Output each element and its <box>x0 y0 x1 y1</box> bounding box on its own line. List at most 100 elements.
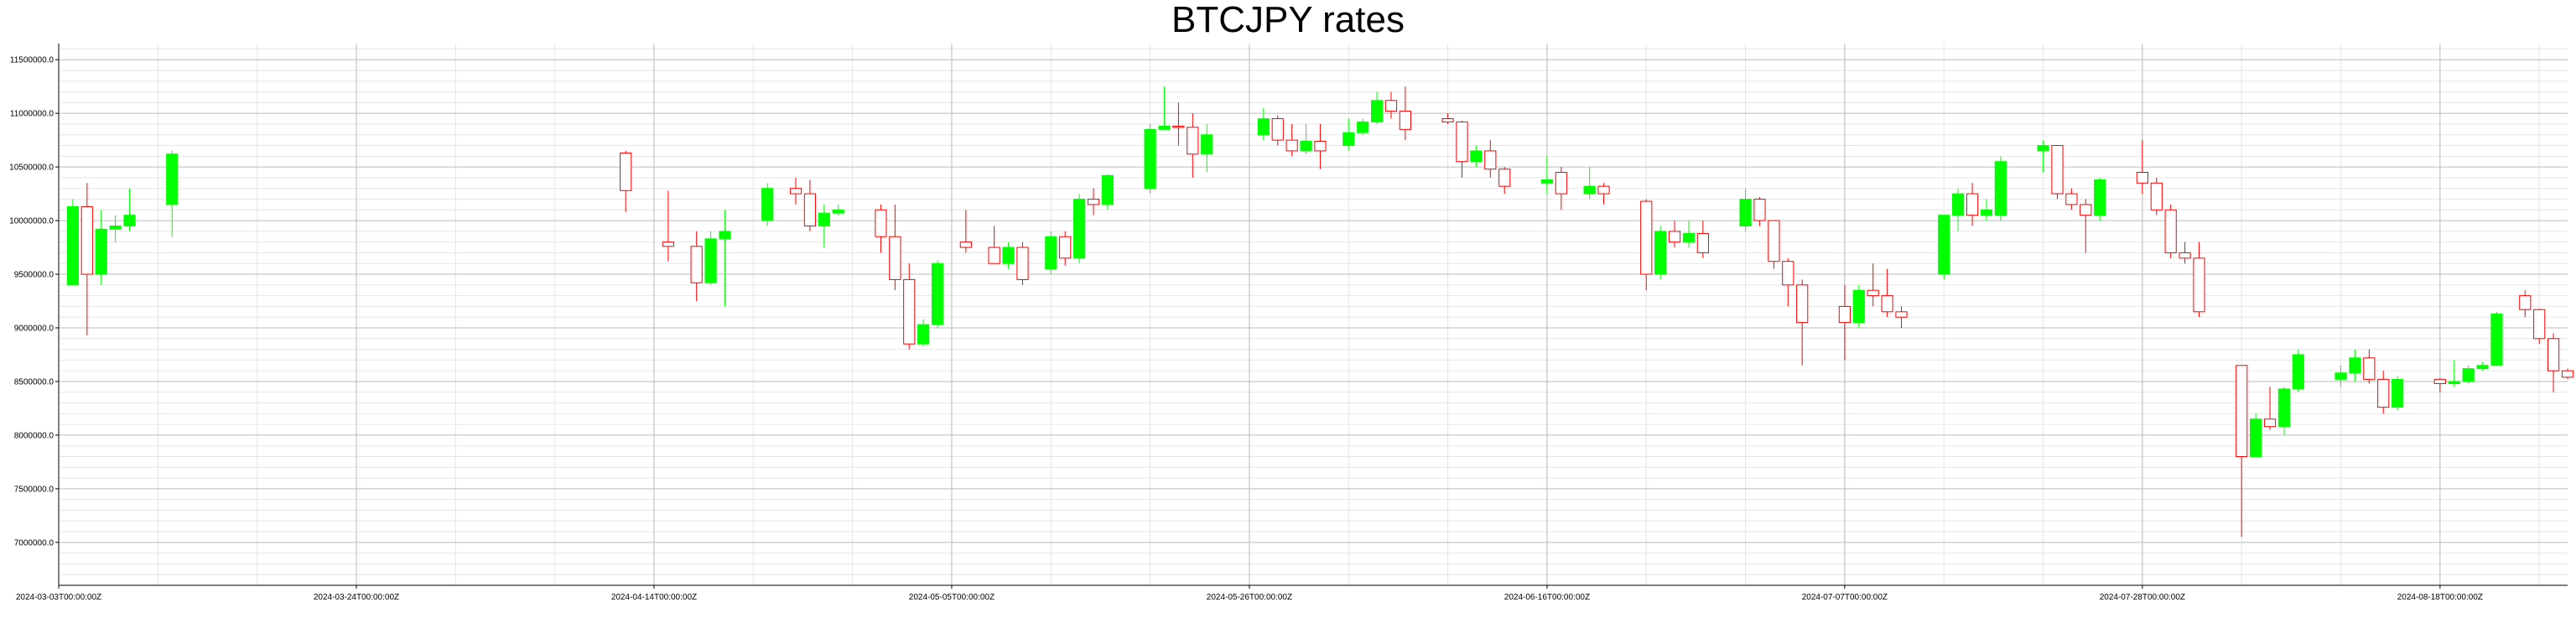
candle-body-up <box>1980 209 1993 216</box>
candle-body-up <box>166 153 179 205</box>
candle-body-down <box>1782 261 1794 286</box>
candle <box>1357 118 1369 135</box>
candle <box>2392 376 2404 411</box>
candle <box>662 190 674 262</box>
x-tick-label: 2024-06-16T00:00:00Z <box>1504 593 1590 602</box>
candle <box>1187 113 1199 178</box>
y-tick-label: 7500000.0 <box>14 485 55 494</box>
candle-body-down <box>803 193 817 226</box>
candle <box>1087 188 1100 216</box>
candle <box>832 204 844 216</box>
candle-body-up <box>2448 381 2460 385</box>
candle <box>2462 365 2475 384</box>
candle <box>1867 263 1879 307</box>
candle <box>1498 167 1511 195</box>
candle-body-down <box>2363 357 2376 380</box>
candle-body-down <box>2080 204 2092 216</box>
candle-body-up <box>1583 185 1596 195</box>
candle <box>1980 199 1993 221</box>
candle <box>1753 196 1766 226</box>
candle-body-down <box>1838 305 1851 324</box>
candle-body-up <box>1682 232 1696 243</box>
candle <box>2164 204 2177 258</box>
candle-body-up <box>1952 193 1965 216</box>
candle-body-up <box>1257 118 1270 136</box>
candle-body-up <box>1357 121 1369 133</box>
candle <box>2292 349 2304 392</box>
candle-body-up <box>2250 418 2262 457</box>
candle <box>704 231 717 285</box>
minor-grid <box>58 44 2568 586</box>
candle-body-down <box>1555 172 1567 195</box>
candle-body-down <box>1059 236 1072 259</box>
candle-body-down <box>1796 284 1809 324</box>
candle-body-up <box>123 215 136 226</box>
candle-body-up <box>2490 313 2503 366</box>
y-tick-label: 9500000.0 <box>14 271 55 280</box>
candle <box>988 226 1000 264</box>
candle-body-down <box>2065 193 2078 205</box>
candle <box>1668 221 1681 248</box>
candle <box>889 204 901 291</box>
candle <box>2476 361 2489 371</box>
candle-body-down <box>2150 182 2163 210</box>
candle-body-up <box>1002 247 1015 264</box>
candle-body-up <box>1072 198 1086 259</box>
candle-body-down <box>690 246 703 283</box>
candle <box>875 204 887 253</box>
candle-body-up <box>2292 354 2304 390</box>
candle <box>690 231 703 302</box>
candle <box>1796 279 1809 366</box>
x-tick-label: 2024-07-28T00:00:00Z <box>2100 593 2185 602</box>
candle <box>1994 156 2007 221</box>
candle <box>1696 221 1709 258</box>
candle-body-down <box>2547 338 2560 371</box>
candle <box>66 199 79 286</box>
candle <box>1399 86 1411 141</box>
candle <box>1300 123 1312 154</box>
candle <box>1343 118 1355 151</box>
candle-body-up <box>1994 161 2007 216</box>
candle-body-up <box>95 228 107 275</box>
candle-body-down <box>1484 150 1497 170</box>
candle-body-up <box>1739 198 1752 226</box>
candle-body-up <box>2094 179 2106 216</box>
candle-body-up <box>2037 145 2049 152</box>
candle-body-down <box>988 247 1000 264</box>
candle <box>2150 177 2163 216</box>
candle <box>1895 306 1908 328</box>
candle <box>2037 140 2049 173</box>
candle-body-up <box>2462 368 2475 382</box>
candle <box>2094 177 2106 221</box>
candle-body-down <box>789 188 802 195</box>
candle <box>2179 242 2191 264</box>
candle-body-down <box>1966 193 1979 216</box>
candle <box>959 210 972 253</box>
y-tick-label: 10000000.0 <box>9 217 54 226</box>
candle <box>2561 368 2574 380</box>
y-axis-ticks: 7000000.0 7500000.0 8000000.0 8500000.0 9000… <box>9 56 59 548</box>
candle <box>803 179 817 231</box>
candle <box>123 188 136 231</box>
candle <box>2448 360 2460 387</box>
candle-body-down <box>1881 295 1893 313</box>
candle-body-down <box>2164 209 2177 253</box>
candle-body-down <box>2519 295 2532 310</box>
candle-body-down <box>2051 145 2064 195</box>
candle-body-up <box>1540 179 1554 184</box>
x-tick-label: 2024-07-07T00:00:00Z <box>1802 593 1888 602</box>
candle <box>1555 167 1567 210</box>
major-grid <box>58 44 2568 585</box>
x-tick-label: 2024-05-05T00:00:00Z <box>909 593 995 602</box>
candle <box>1201 123 1213 173</box>
candle <box>2547 333 2560 392</box>
axes <box>58 44 2568 586</box>
candle <box>2363 349 2376 384</box>
candle <box>109 215 122 242</box>
candle-body-down <box>1768 220 1780 262</box>
candle-body-down <box>1498 169 1511 187</box>
candle <box>1072 194 1086 264</box>
candle-body-down <box>903 278 916 345</box>
candle-body-down <box>1753 198 1766 221</box>
